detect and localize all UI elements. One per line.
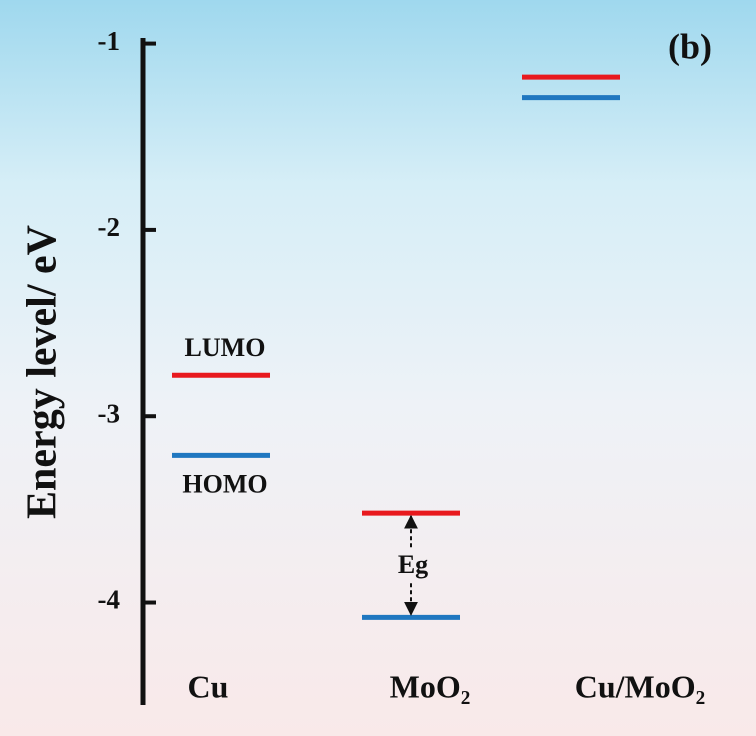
level-label: HOMO xyxy=(182,469,267,498)
y-tick-label: -3 xyxy=(98,398,121,428)
y-tick-label: -1 xyxy=(98,26,121,56)
x-tick-label: Cu/MoO₂ xyxy=(575,668,705,704)
x-tick-label: Cu xyxy=(188,668,229,704)
y-tick-label: -4 xyxy=(98,585,121,615)
gap-label: Eg xyxy=(398,550,428,579)
y-axis-label: Energy level/ eV xyxy=(20,225,66,519)
y-tick-label: -2 xyxy=(98,212,121,242)
panel-label: (b) xyxy=(668,26,712,66)
x-tick-label: MoO₂ xyxy=(390,668,471,704)
level-label: LUMO xyxy=(185,333,266,362)
